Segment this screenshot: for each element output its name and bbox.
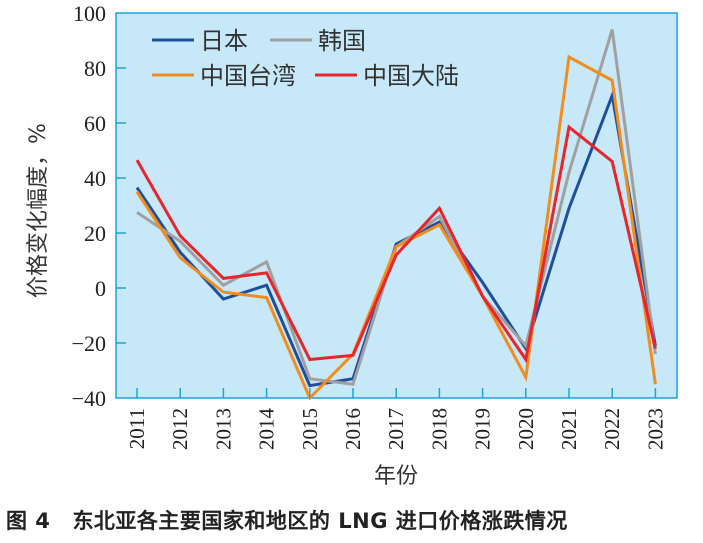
legend-label: 中国大陆 <box>363 62 459 90</box>
x-tick-label: 2020 <box>514 408 538 450</box>
x-axis-label: 年份 <box>374 464 418 489</box>
x-tick-label: 2018 <box>427 408 451 450</box>
figure-caption: 图 4 东北亚各主要国家和地区的 LNG 进口价格涨跌情况 <box>0 505 703 535</box>
y-tick-label: 20 <box>84 221 106 246</box>
y-tick-label: 60 <box>84 111 106 136</box>
x-tick-label: 2021 <box>557 408 581 450</box>
y-tick-label: 100 <box>73 1 106 26</box>
axes-layer: −40 −20 0 20 40 60 80 100 2011 2012 2013 2014 2015 20… <box>72 1 668 450</box>
x-tick-label: 2015 <box>298 408 322 450</box>
legend-label: 中国台湾 <box>200 62 296 90</box>
x-tick-label: 2023 <box>643 408 667 450</box>
legend-label: 韩国 <box>318 27 366 55</box>
x-tick-label: 2019 <box>471 408 495 450</box>
x-tick-label: 2014 <box>255 408 279 451</box>
y-tick-label: −40 <box>72 386 106 411</box>
y-tick-label: 80 <box>84 56 106 81</box>
figure-number: 图 4 <box>6 509 51 533</box>
x-tick-label: 2012 <box>168 408 192 450</box>
y-tick-label: 0 <box>95 276 106 301</box>
plot-area <box>115 12 678 399</box>
x-tick-label: 2017 <box>384 408 408 450</box>
legend-label: 日本 <box>200 27 248 55</box>
line-chart: −40 −20 0 20 40 60 80 100 2011 2012 2013 2014 2015 20… <box>26 1 678 489</box>
y-tick-label: −20 <box>72 331 106 356</box>
x-tick-label: 2013 <box>211 408 235 450</box>
series-layer <box>135 29 657 401</box>
figure-caption-text: 东北亚各主要国家和地区的 LNG 进口价格涨跌情况 <box>72 509 568 533</box>
x-tick-label: 2022 <box>600 408 624 450</box>
y-tick-label: 40 <box>84 166 106 191</box>
y-axis-label: 价格变化幅度，% <box>26 123 51 298</box>
x-tick-label: 2011 <box>125 408 149 449</box>
x-tick-label: 2016 <box>341 408 365 450</box>
